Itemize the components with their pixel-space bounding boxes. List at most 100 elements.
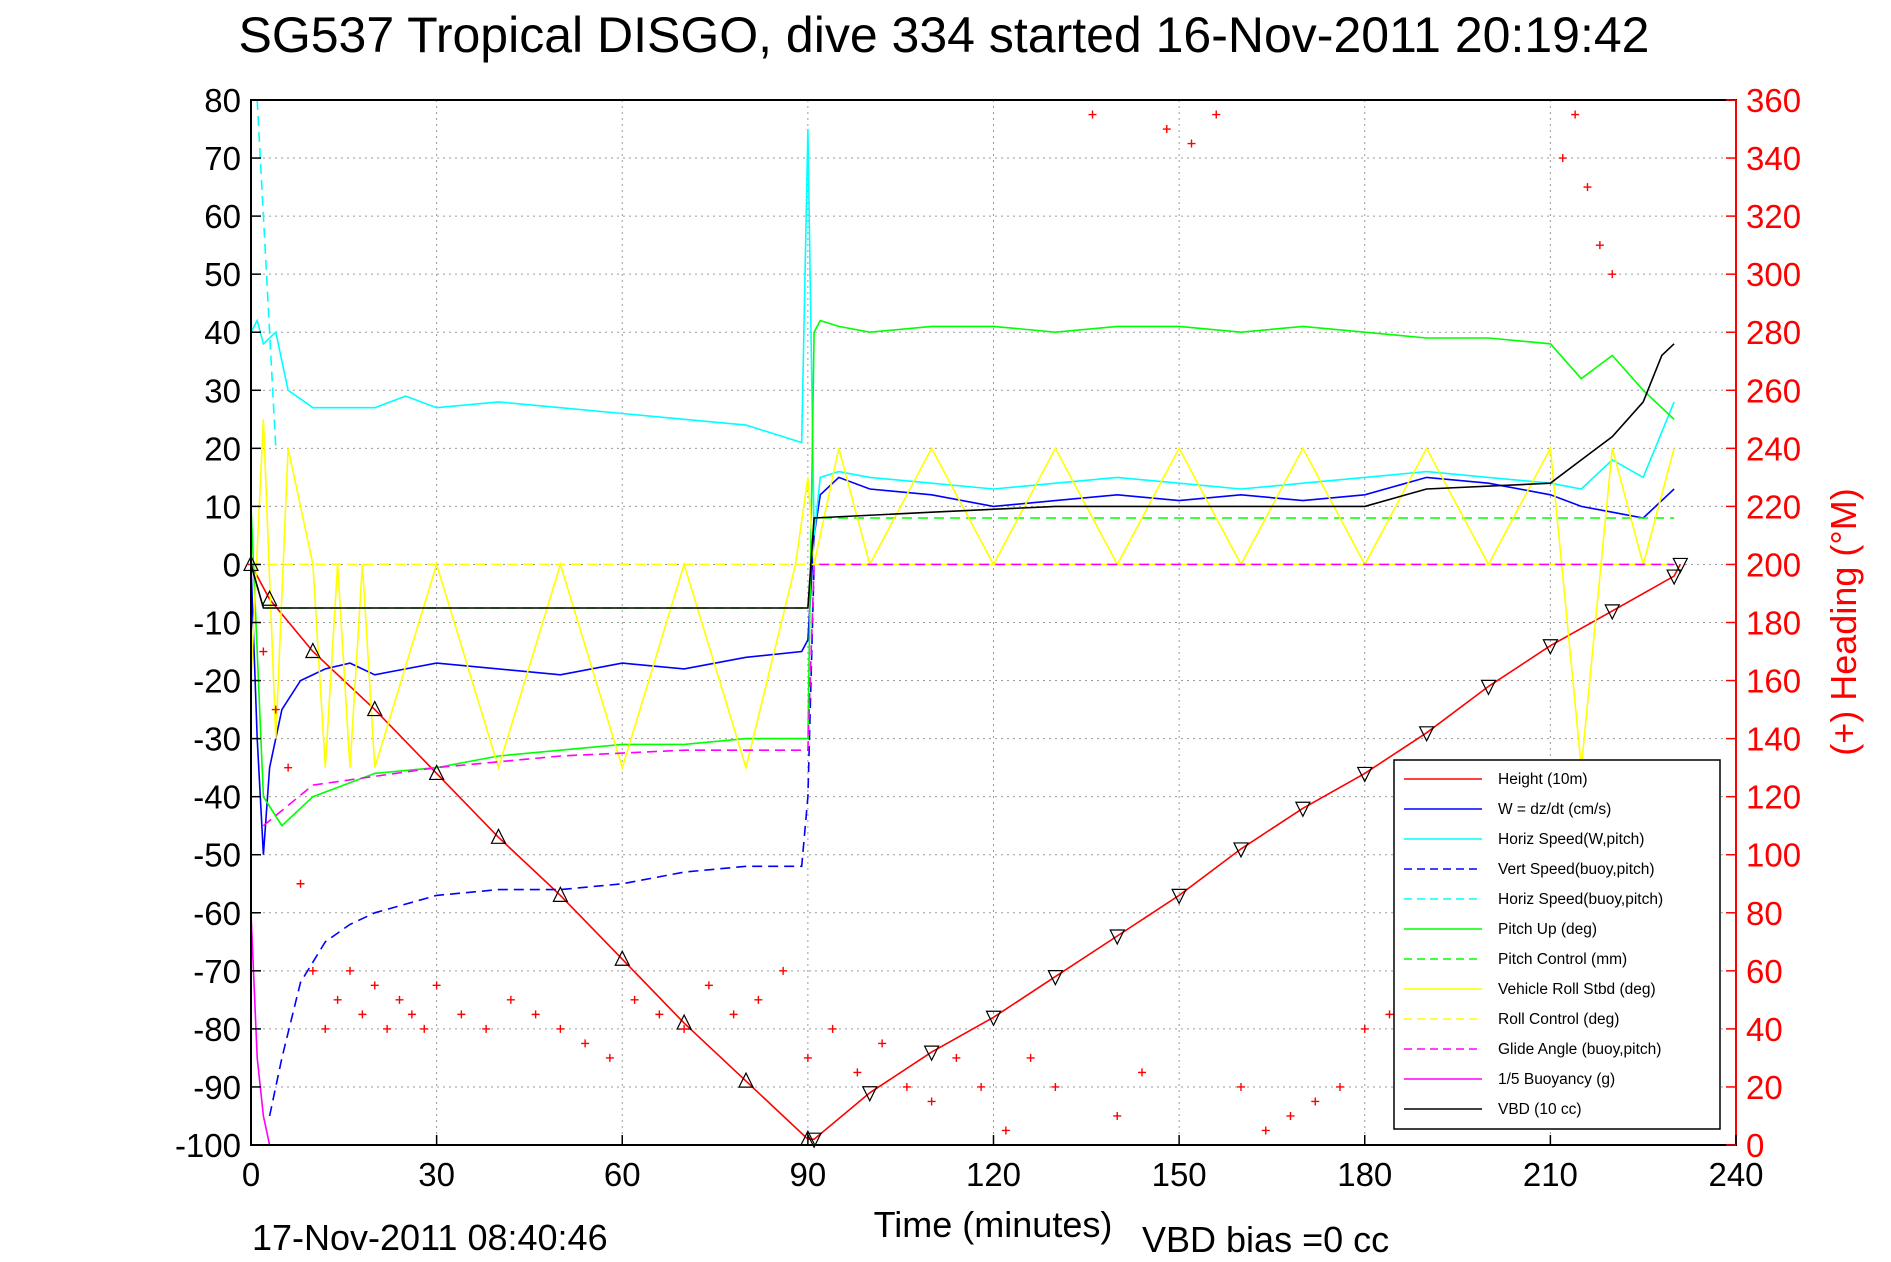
heading-point <box>1583 183 1592 192</box>
height-marker <box>1672 557 1689 574</box>
heading-point <box>358 1010 367 1019</box>
legend-label: 1/5 Buoyancy (g) <box>1498 1071 1615 1088</box>
heading-point <box>1113 1111 1122 1120</box>
heading-point <box>370 981 379 990</box>
y-tick-label: 40 <box>204 314 241 351</box>
heading-point <box>1001 1126 1010 1135</box>
heading-point <box>346 966 354 975</box>
heading-point <box>704 981 713 990</box>
x-tick-label: 180 <box>1337 1156 1392 1193</box>
heading-point <box>457 1010 466 1019</box>
height-marker <box>304 642 321 659</box>
height-marker <box>1418 726 1435 743</box>
y-right-tick-label: 20 <box>1746 1069 1783 1106</box>
height-marker <box>1047 970 1064 986</box>
heading-point <box>1286 1111 1295 1120</box>
heading-point <box>927 1097 936 1106</box>
heading-point <box>284 763 293 772</box>
y-tick-label: -60 <box>193 895 241 932</box>
heading-point <box>556 1024 565 1033</box>
x-tick-label: 30 <box>418 1156 455 1193</box>
series-line-vbd-10-cc <box>250 343 1675 609</box>
height-marker <box>1480 679 1497 696</box>
height-markers <box>243 555 1689 1149</box>
chart-title: SG537 Tropical DISGO, dive 334 started 1… <box>239 7 1650 63</box>
series-lines <box>250 99 1682 1146</box>
heading-point <box>308 966 317 975</box>
series-line-horiz-speed-w-pitch <box>250 128 1675 536</box>
y-tick-label: 60 <box>204 198 241 235</box>
heading-point <box>853 1068 862 1077</box>
y-tick-label: -80 <box>193 1011 241 1048</box>
heading-point <box>1162 125 1171 134</box>
heading-point <box>432 981 441 990</box>
y-right-tick-label: 200 <box>1746 546 1801 583</box>
heading-point <box>828 1024 837 1033</box>
height-marker <box>1109 929 1126 946</box>
heading-point <box>506 995 515 1004</box>
legend-label: Vehicle Roll Stbd (deg) <box>1498 981 1656 998</box>
y-tick-label: -10 <box>193 605 241 642</box>
y-right-tick-label: 220 <box>1746 488 1801 525</box>
y-right-tick-label: 60 <box>1746 953 1783 990</box>
y-tick-label: 50 <box>204 256 241 293</box>
heading-point <box>259 647 268 656</box>
heading-point <box>333 995 342 1004</box>
legend-label: Horiz Speed(buoy,pitch) <box>1498 891 1663 908</box>
heading-point <box>779 966 788 975</box>
series-line-pitch-control-mm <box>250 517 1675 609</box>
y-right-tick-label: 80 <box>1746 895 1783 932</box>
y-axis-left: 80 70 60 50 40 30 20 10 0 -10 -20 -30 -40 -50 -60 -70 -8… <box>175 82 261 1164</box>
series-line-horiz-speed-buoy-pitch <box>256 99 277 449</box>
height-marker <box>1294 801 1311 818</box>
y-tick-label: -90 <box>193 1069 241 1106</box>
heading-point <box>630 995 639 1004</box>
series-line-height-10m <box>250 564 1682 1140</box>
y-tick-label: -50 <box>193 837 241 874</box>
height-marker <box>490 827 507 844</box>
heading-point <box>407 1010 416 1019</box>
x-tick-label: 120 <box>966 1156 1021 1193</box>
y-axis-right-label: (+) Heading (°M) <box>1823 488 1864 755</box>
heading-point <box>1385 1010 1394 1019</box>
height-marker <box>861 1086 878 1103</box>
heading-point <box>605 1053 614 1062</box>
legend-label: Roll Control (deg) <box>1498 1011 1619 1028</box>
legend-label: Horiz Speed(W,pitch) <box>1498 831 1644 848</box>
x-tick-label: 240 <box>1708 1156 1763 1193</box>
series-line-pitch-up-deg <box>250 319 1675 827</box>
heading-point <box>581 1039 590 1048</box>
height-marker <box>261 589 278 606</box>
heading-point <box>680 1024 689 1033</box>
legend-label: Vert Speed(buoy,pitch) <box>1498 861 1655 878</box>
height-marker <box>1542 639 1559 656</box>
heading-point <box>1237 1082 1245 1091</box>
heading-point <box>1558 154 1567 163</box>
height-marker <box>428 764 445 781</box>
y-right-tick-label: 280 <box>1746 314 1801 351</box>
heading-point <box>296 879 305 888</box>
legend-label: Pitch Up (deg) <box>1498 921 1597 938</box>
heading-point <box>1212 110 1221 119</box>
legend: Height (10m) W = dz/dt (cm/s) Horiz Speed(… <box>1393 759 1721 1130</box>
heading-point <box>952 1053 961 1062</box>
y-tick-label: -40 <box>193 779 241 816</box>
y-right-tick-label: 0 <box>1746 1127 1764 1164</box>
heading-point <box>1595 241 1604 250</box>
legend-box <box>1393 759 1721 1130</box>
heading-point <box>1336 1082 1344 1091</box>
heading-point <box>482 1024 491 1033</box>
heading-point <box>395 995 404 1004</box>
heading-point <box>1088 110 1097 119</box>
y-right-tick-label: 140 <box>1746 721 1801 758</box>
x-tick-label: 60 <box>604 1156 641 1193</box>
height-marker <box>552 886 569 902</box>
heading-point <box>383 1024 392 1033</box>
height-marker <box>1604 604 1621 621</box>
heading-point <box>1026 1053 1035 1062</box>
heading-point <box>729 1010 738 1019</box>
x-axis-label: Time (minutes) <box>874 1204 1113 1245</box>
y-right-tick-label: 40 <box>1746 1011 1783 1048</box>
legend-label: Height (10m) <box>1498 771 1588 788</box>
y-right-tick-label: 120 <box>1746 779 1801 816</box>
